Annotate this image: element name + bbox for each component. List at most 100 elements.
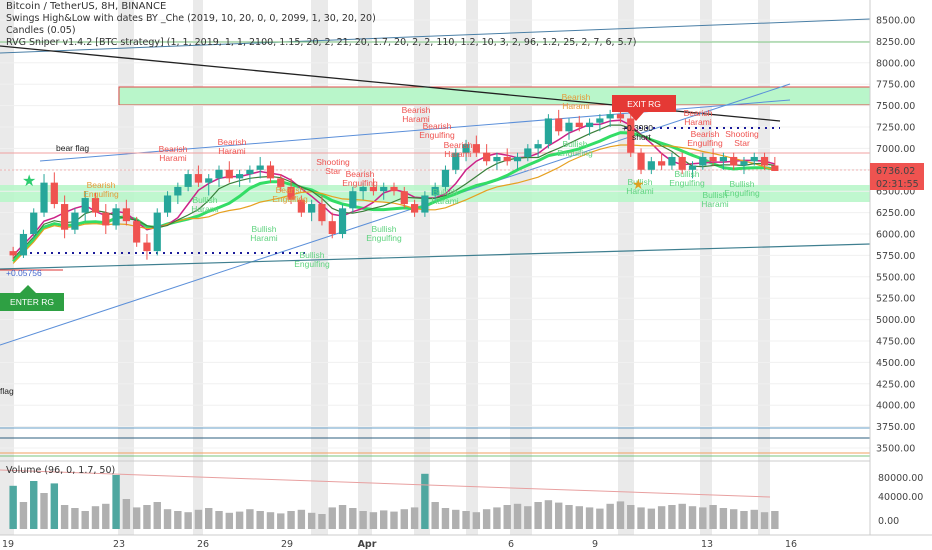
candle-body-53 <box>555 118 563 132</box>
price-tick-1: 8250.00 <box>876 37 915 48</box>
volume-bar-44 <box>462 511 470 529</box>
candle-body-45 <box>472 144 480 153</box>
pattern-label-0: Bearish Harami <box>159 144 188 163</box>
candle-body-74 <box>771 165 779 171</box>
session-band-6 <box>466 0 478 535</box>
price-tick-17: 4250.00 <box>876 379 915 390</box>
volume-bar-23 <box>246 509 254 529</box>
volume-bar-50 <box>524 506 532 529</box>
volume-bar-27 <box>287 511 295 529</box>
short-label: short <box>632 132 652 142</box>
time-tick-3: 29 <box>281 539 293 550</box>
candle-body-72 <box>750 156 758 162</box>
indicator-rvg-label: RVG Sniper v1.4.2 [BTC strategy] (1, 1, … <box>6 37 637 48</box>
pattern-label-12: Bullish Engulfing <box>366 224 402 243</box>
price-tick-12: 5500.00 <box>876 272 915 283</box>
candle-body-32 <box>338 208 347 234</box>
pattern-label-20: Bullish Engulfing <box>669 169 705 188</box>
volume-bar-22 <box>235 511 244 529</box>
volume-bar-18 <box>194 509 203 529</box>
grid-layer <box>0 19 870 449</box>
session-band-1 <box>118 0 134 535</box>
candle-body-67 <box>699 156 707 166</box>
volume-bar-43 <box>452 509 460 529</box>
candle-body-28 <box>297 199 305 213</box>
candle-body-68 <box>709 156 717 162</box>
pattern-label-16: Bearish Engulfing <box>687 129 723 148</box>
candle-body-35 <box>369 186 378 192</box>
candle-body-58 <box>606 114 614 119</box>
candle-body-20 <box>215 169 223 179</box>
volume-bar-49 <box>513 503 522 529</box>
symbol-title: Bitcoin / TetherUS, 8H, BINANCE <box>6 1 167 12</box>
price-tick-11: 5750.00 <box>876 251 915 262</box>
pattern-label-17: Bearish Harami <box>684 108 713 127</box>
price-tick-13: 5250.00 <box>876 294 915 305</box>
enter-rg-label: ENTER RG <box>10 297 54 307</box>
price-tick-20: 3500.00 <box>876 444 915 455</box>
exit-rg-arrow <box>628 112 644 121</box>
volume-layer <box>0 460 932 529</box>
volume-bar-51 <box>534 502 542 529</box>
last-price-badge <box>870 163 924 177</box>
candle-body-56 <box>585 122 594 127</box>
volume-bar-21 <box>225 512 234 529</box>
candle-body-24 <box>256 165 264 170</box>
volume-bar-13 <box>143 505 151 529</box>
candle-body-17 <box>184 174 192 187</box>
session-band-9 <box>700 0 712 535</box>
pattern-label-11: Bearish Harami <box>444 140 473 159</box>
candle-body-42 <box>441 169 450 187</box>
volume-bar-3 <box>40 493 48 529</box>
candle-body-8 <box>91 198 100 213</box>
indicator-swings-label: Swings High&Low with dates BY _Che (2019… <box>6 13 376 24</box>
volume-bar-5 <box>60 505 69 529</box>
volume-bar-48 <box>503 505 511 529</box>
volume-bar-73 <box>760 512 769 529</box>
session-band-7 <box>510 0 532 535</box>
volume-bar-62 <box>647 508 656 529</box>
candle-body-59 <box>616 114 625 119</box>
enter-rg-arrow <box>20 285 36 293</box>
pattern-label-15: Bullish Engulfing <box>557 139 593 158</box>
candle-body-60 <box>627 118 635 153</box>
candle-body-47 <box>493 156 501 162</box>
candle-body-57 <box>596 118 604 123</box>
volume-bar-42 <box>441 508 450 529</box>
background-layer <box>0 0 932 535</box>
time-tick-8: 16 <box>785 539 797 550</box>
candle-body-63 <box>658 161 666 166</box>
candle-body-39 <box>410 204 419 213</box>
candle-body-44 <box>462 144 470 153</box>
upper-channel-line <box>0 18 871 54</box>
volume-bar-38 <box>400 509 408 529</box>
price-tick-2: 8000.00 <box>876 58 915 69</box>
candle-body-19 <box>205 178 213 183</box>
candle-body-3 <box>40 182 48 213</box>
volume-tick-2: 0.00 <box>878 516 899 527</box>
volume-bar-19 <box>205 508 213 529</box>
volume-bar-69 <box>719 508 728 529</box>
candle-body-41 <box>431 186 439 196</box>
candle-body-14 <box>153 212 161 252</box>
pattern-label-14: Bearish Harami <box>562 92 591 111</box>
volume-bar-56 <box>585 507 594 529</box>
candle-body-29 <box>308 204 316 213</box>
candle-body-36 <box>380 186 388 192</box>
candle-body-5 <box>61 204 69 230</box>
time-tick-5: 6 <box>508 539 514 550</box>
volume-bar-68 <box>709 505 717 529</box>
volume-bar-58 <box>606 503 614 529</box>
candle-body-55 <box>575 122 583 127</box>
candle-body-33 <box>349 191 357 209</box>
volume-bar-12 <box>132 507 141 529</box>
volume-bar-8 <box>91 506 100 529</box>
session-band-0 <box>0 0 14 535</box>
time-tick-1: 23 <box>113 539 125 550</box>
price-tick-14: 5000.00 <box>876 315 915 326</box>
candle-body-16 <box>174 186 182 196</box>
candles-layer <box>9 105 779 260</box>
price-tick-15: 4750.00 <box>876 337 915 348</box>
